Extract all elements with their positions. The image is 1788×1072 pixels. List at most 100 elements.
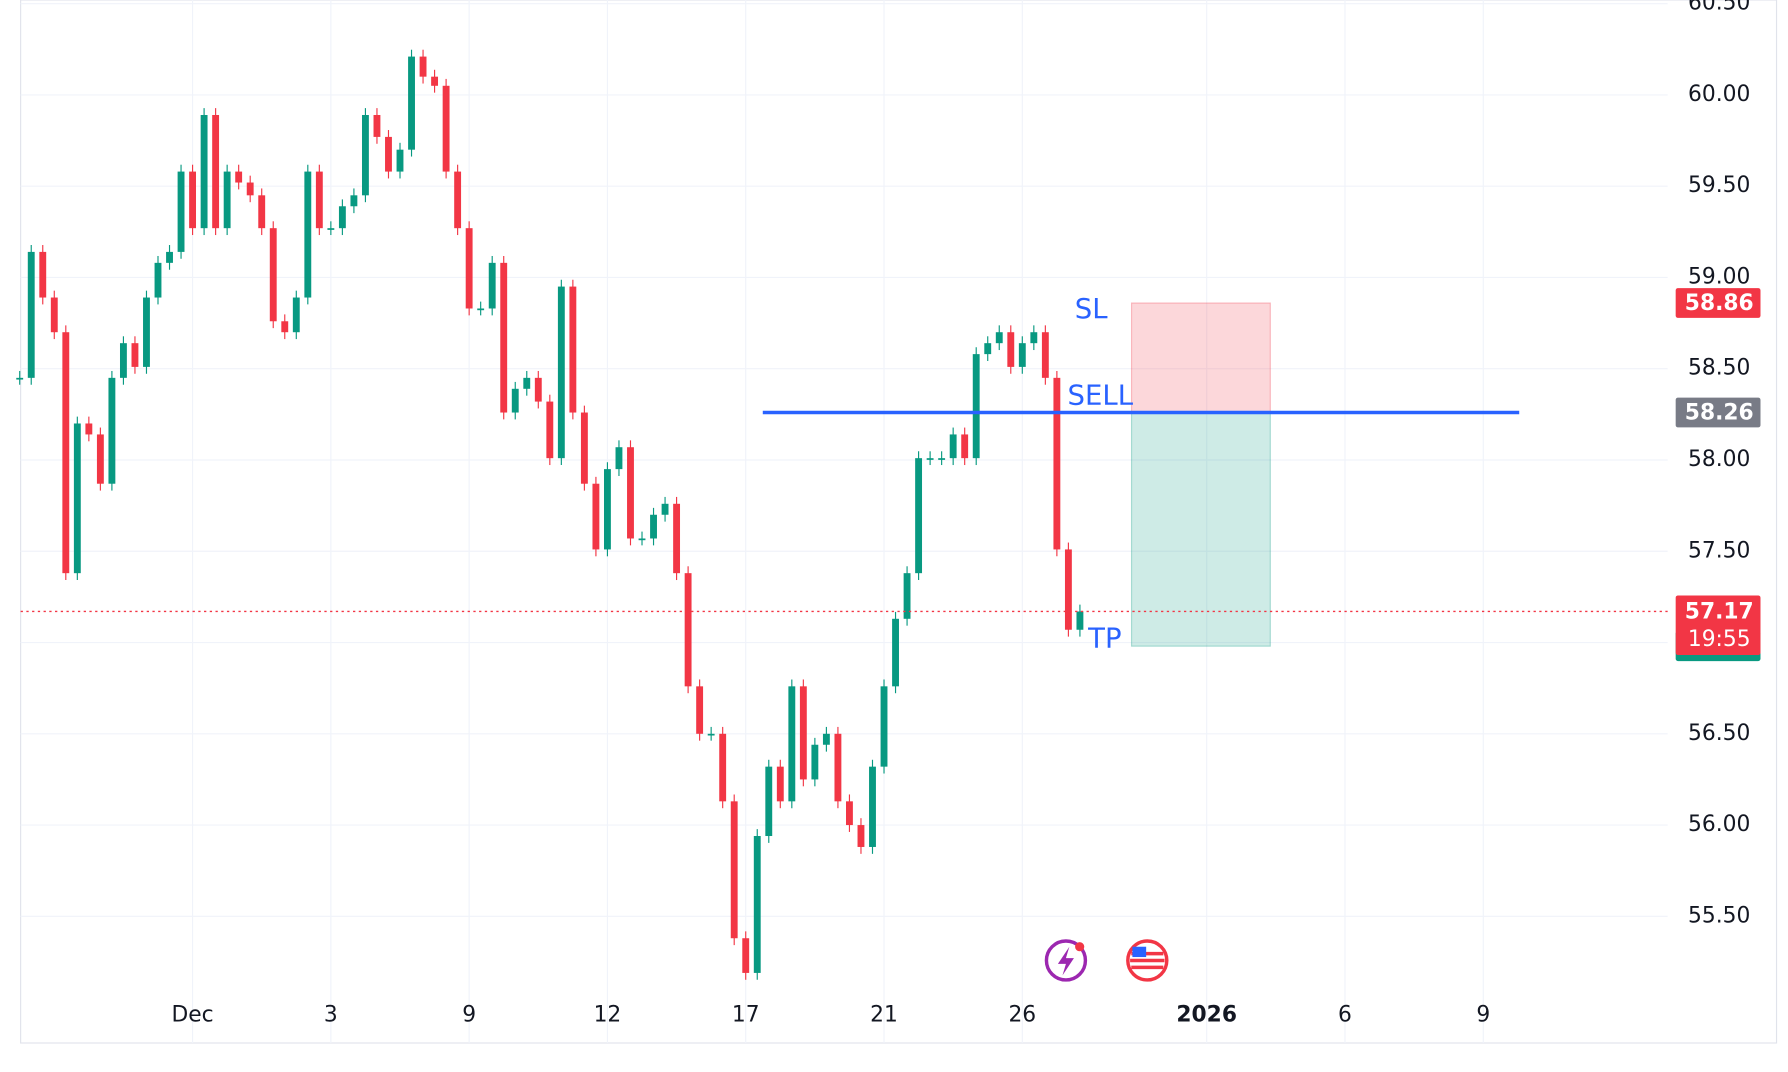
y-tick-label: 59.50: [1688, 173, 1750, 198]
candle-body: [1030, 332, 1038, 344]
candle-body: [235, 171, 243, 183]
chart-frame: [20, 0, 1778, 1044]
entry-badge: 58.26: [1685, 401, 1754, 426]
candle-body: [765, 766, 773, 837]
candle-body: [799, 686, 807, 780]
y-tick-label: 58.00: [1688, 447, 1750, 472]
candle-body: [477, 308, 485, 311]
candle-body: [811, 744, 819, 780]
candle-body: [338, 206, 346, 229]
candle-body: [212, 114, 220, 229]
entry-badge-bg: [1675, 397, 1761, 428]
sell-label: SELL: [1068, 379, 1134, 411]
countdown: 19:55: [1688, 627, 1751, 652]
candle-body: [16, 377, 24, 380]
candle-body: [269, 228, 277, 322]
candle-body: [926, 458, 934, 460]
candle-body: [915, 458, 923, 574]
candle-body: [223, 171, 231, 229]
y-tick-label: 58.50: [1688, 356, 1750, 381]
candle-body: [396, 149, 404, 172]
candle-body: [1053, 377, 1061, 550]
candle-body: [108, 377, 116, 484]
candle-body: [258, 195, 266, 229]
x-tick-label: 2026: [1176, 1002, 1237, 1027]
candle-body: [431, 76, 439, 86]
x-tick-label: 6: [1338, 1002, 1352, 1027]
candle-body: [788, 686, 796, 802]
candle-body: [903, 573, 911, 619]
y-tick-label: 56.00: [1688, 812, 1750, 837]
candle-body: [1064, 549, 1072, 630]
y-tick-label: 59.00: [1688, 264, 1750, 289]
take-profit-zone: [1130, 411, 1271, 647]
event-icon-bolt: [1057, 946, 1074, 976]
candle-body: [857, 825, 865, 847]
candle-body: [938, 458, 946, 460]
x-tick-label: 3: [324, 1002, 338, 1027]
candle-body: [39, 251, 47, 298]
candle-body: [869, 766, 876, 847]
candle-body: [972, 354, 980, 459]
candle-body: [880, 686, 888, 767]
x-tick-label: 26: [1008, 1002, 1036, 1027]
candle-body: [1007, 332, 1015, 367]
candle-body: [442, 85, 450, 172]
candle-body: [730, 801, 738, 939]
candle-body: [419, 56, 427, 77]
candle-body: [119, 343, 127, 378]
candle-body: [949, 434, 957, 459]
candle-body: [465, 228, 473, 309]
candle-body: [373, 114, 381, 137]
y-tick-label: 56.50: [1688, 721, 1750, 746]
candle-body: [50, 297, 58, 333]
current-price-badge: 57.17: [1685, 600, 1754, 625]
candle-body: [189, 171, 197, 229]
candle-body: [684, 573, 692, 687]
candle-body: [753, 836, 761, 973]
candle-body: [534, 377, 542, 402]
candle-body: [511, 388, 519, 413]
candle-body: [131, 343, 139, 367]
y-tick-label: 57.50: [1688, 538, 1750, 563]
y-tick-label: 60.00: [1688, 82, 1750, 107]
x-tick-label: Dec: [172, 1002, 214, 1027]
candle-body: [62, 332, 70, 574]
candle-body: [995, 332, 1003, 344]
y-tick-label: 55.50: [1688, 903, 1750, 928]
event-icons[interactable]: [1044, 939, 1169, 982]
x-tick-label: 17: [732, 1002, 760, 1027]
marks: [16, 49, 1668, 980]
candle-body: [96, 434, 104, 484]
candle-body: [719, 733, 727, 802]
candle-body: [304, 171, 312, 298]
candle-body: [650, 514, 657, 539]
candle-body: [615, 447, 623, 470]
candle-body: [315, 171, 323, 229]
candle-body: [246, 182, 254, 196]
candle-body: [638, 538, 646, 541]
stop-loss-badge: 58.86: [1685, 291, 1754, 316]
candle-body: [569, 286, 577, 413]
grid: [20, 0, 1668, 1044]
y-tick-label: 60.50: [1688, 0, 1750, 16]
candle-body: [627, 447, 634, 539]
candle-body: [523, 377, 531, 389]
candle-body: [85, 423, 93, 435]
candle-body: [350, 195, 358, 207]
candle-body: [177, 171, 185, 252]
candle-body: [822, 733, 830, 745]
candle-body: [1018, 343, 1026, 367]
candle-body: [707, 733, 715, 736]
candle-body: [776, 766, 784, 802]
stop-loss-badge-bg: [1675, 288, 1761, 318]
candle-body: [742, 938, 750, 973]
candle-body: [603, 469, 611, 550]
flag-canton: [1132, 946, 1147, 958]
event-dot: [1075, 942, 1085, 952]
candle-body: [73, 423, 81, 574]
candle-body: [500, 262, 508, 413]
current-price-badge-bg: [1675, 595, 1761, 656]
